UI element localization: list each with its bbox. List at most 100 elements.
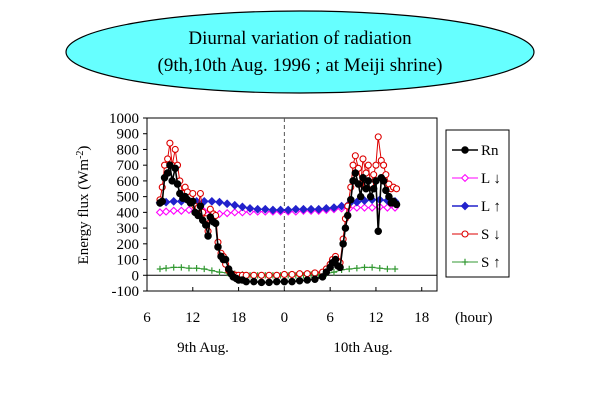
data-point bbox=[268, 205, 278, 215]
legend-marker bbox=[461, 230, 469, 238]
data-point bbox=[360, 203, 369, 212]
data-point bbox=[208, 267, 216, 274]
data-point bbox=[250, 277, 258, 286]
x-tick-label: 12 bbox=[185, 310, 200, 326]
data-point bbox=[265, 271, 273, 279]
data-point bbox=[303, 276, 312, 284]
legend-label: S ↑ bbox=[481, 255, 501, 271]
y-tick-label: 800 bbox=[117, 142, 140, 158]
legend-marker bbox=[461, 146, 469, 154]
legend: Rn L ↓ L ↑ S ↓ S ↑ bbox=[452, 143, 501, 271]
data-point bbox=[265, 278, 273, 287]
data-point bbox=[321, 204, 331, 213]
data-point bbox=[391, 265, 399, 273]
data-point bbox=[368, 264, 376, 271]
data-point bbox=[314, 204, 324, 214]
x-tick-label: 18 bbox=[231, 310, 246, 326]
data-point bbox=[193, 264, 200, 272]
data-point bbox=[155, 208, 165, 217]
data-point bbox=[331, 255, 340, 264]
data-point bbox=[337, 201, 346, 211]
data-point bbox=[330, 268, 338, 276]
y-tick-label: 300 bbox=[117, 221, 140, 237]
data-point bbox=[366, 192, 375, 201]
data-point bbox=[215, 197, 224, 207]
data-point bbox=[230, 200, 240, 210]
data-point bbox=[170, 264, 177, 271]
y-tick-label: 0 bbox=[132, 268, 140, 284]
y-tick-label: 1000 bbox=[109, 111, 139, 127]
data-point bbox=[353, 264, 361, 272]
data-point bbox=[260, 204, 270, 214]
data-point bbox=[158, 197, 167, 206]
data-point bbox=[171, 164, 179, 173]
data-point bbox=[230, 208, 239, 217]
data-point bbox=[392, 200, 401, 209]
day-label-9th: 9th Aug. bbox=[177, 340, 229, 356]
legend-label: L ↑ bbox=[481, 199, 501, 215]
data-point bbox=[177, 206, 186, 215]
data-point bbox=[372, 161, 380, 169]
data-point bbox=[257, 271, 266, 279]
data-point bbox=[349, 177, 357, 185]
data-point bbox=[222, 199, 232, 209]
data-point bbox=[204, 232, 212, 240]
legend-marker bbox=[461, 258, 469, 266]
data-point bbox=[322, 268, 331, 276]
data-point bbox=[393, 185, 401, 193]
data-point bbox=[311, 275, 319, 283]
data-point bbox=[299, 204, 308, 214]
data-point bbox=[257, 278, 266, 287]
data-point bbox=[318, 273, 327, 281]
data-point bbox=[380, 161, 388, 169]
data-point bbox=[211, 219, 220, 228]
data-point bbox=[207, 196, 217, 206]
data-point bbox=[354, 180, 363, 188]
data-point bbox=[178, 264, 185, 271]
legend-label: L ↓ bbox=[481, 171, 501, 187]
y-tick-label: 500 bbox=[117, 190, 140, 206]
x-tick-label: 6 bbox=[143, 310, 151, 326]
data-point bbox=[362, 185, 370, 193]
data-point bbox=[296, 270, 304, 278]
y-tick-label: 700 bbox=[117, 158, 140, 174]
data-point bbox=[162, 264, 170, 272]
data-point bbox=[352, 203, 362, 212]
x-tick-label: 18 bbox=[414, 310, 429, 326]
legend-marker bbox=[460, 201, 470, 211]
data-point bbox=[306, 204, 316, 214]
data-point bbox=[356, 192, 365, 201]
y-tick-label: 900 bbox=[117, 127, 140, 143]
x-tick-label: 6 bbox=[326, 310, 334, 326]
y-tick-label: 400 bbox=[117, 205, 140, 221]
data-point bbox=[245, 204, 255, 213]
data-point bbox=[169, 196, 179, 206]
x-tick-label: 12 bbox=[368, 310, 383, 326]
data-point bbox=[385, 192, 393, 201]
data-point bbox=[349, 161, 357, 169]
data-point bbox=[352, 197, 362, 207]
data-point bbox=[250, 271, 258, 279]
data-point bbox=[194, 211, 202, 220]
data-point bbox=[202, 221, 210, 229]
data-point bbox=[164, 155, 172, 163]
data-point bbox=[295, 277, 304, 285]
data-point bbox=[221, 255, 230, 264]
data-point bbox=[242, 277, 250, 286]
data-point bbox=[238, 202, 247, 212]
data-point bbox=[376, 264, 383, 272]
legend-label: S ↓ bbox=[481, 227, 501, 243]
data-point bbox=[382, 186, 390, 195]
data-point bbox=[280, 270, 288, 279]
data-point bbox=[273, 271, 281, 279]
legend-label: Rn bbox=[481, 143, 499, 159]
data-point bbox=[336, 263, 344, 272]
data-point bbox=[346, 265, 353, 273]
title-line-2: (9th,10th Aug. 1996 ; at Meiji shrine) bbox=[158, 55, 443, 76]
data-point bbox=[189, 197, 197, 206]
data-point bbox=[361, 264, 368, 271]
data-point bbox=[370, 171, 378, 179]
y-tick-label: -100 bbox=[112, 284, 140, 300]
